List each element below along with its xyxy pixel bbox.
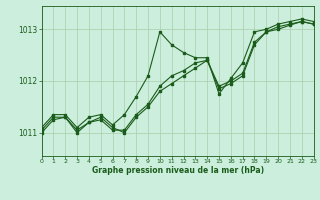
X-axis label: Graphe pression niveau de la mer (hPa): Graphe pression niveau de la mer (hPa) [92,166,264,175]
